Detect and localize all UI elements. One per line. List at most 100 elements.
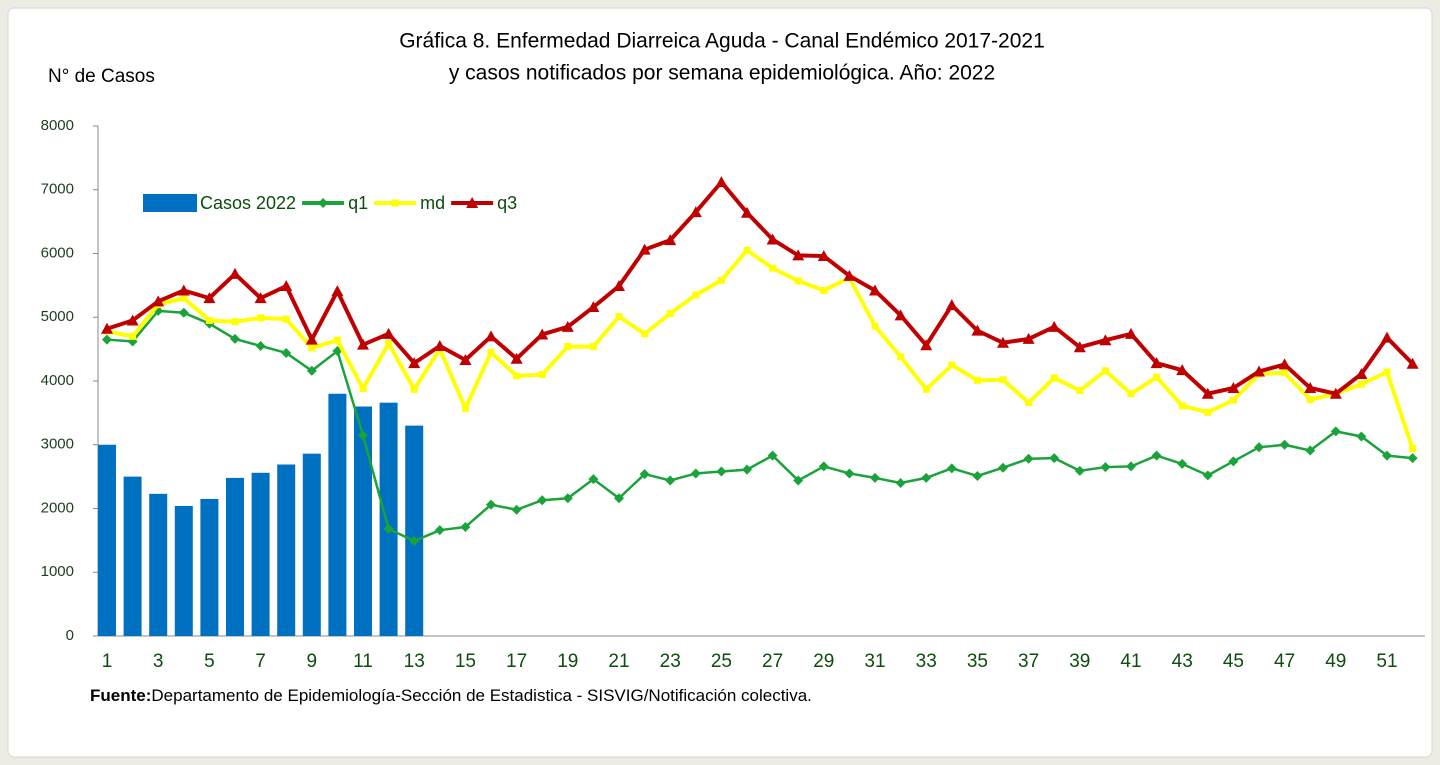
x-tick-label: 47	[1274, 651, 1295, 672]
marker	[229, 267, 241, 279]
marker	[792, 249, 805, 261]
marker	[385, 339, 393, 347]
x-tick-label: 35	[967, 651, 988, 672]
marker	[1073, 341, 1086, 353]
marker	[742, 464, 752, 475]
bar	[277, 464, 296, 636]
bar	[174, 505, 193, 636]
marker	[1022, 332, 1035, 344]
x-tick-label: 39	[1069, 651, 1090, 672]
y-tick-label: 0	[66, 627, 74, 644]
marker	[1025, 399, 1033, 407]
marker	[948, 361, 956, 369]
bar	[328, 393, 347, 636]
marker	[1177, 458, 1188, 469]
marker	[282, 315, 290, 323]
source-text: Departamento de Epidemiología-Sección de…	[151, 686, 812, 705]
marker	[920, 339, 933, 351]
marker	[1253, 365, 1265, 377]
marker	[231, 318, 239, 326]
marker	[1023, 453, 1034, 464]
bar	[405, 425, 424, 636]
marker	[997, 336, 1009, 348]
marker	[410, 385, 418, 393]
x-tick-label: 21	[608, 651, 629, 672]
x-tick-label: 7	[255, 651, 266, 672]
legend-label: md	[420, 193, 445, 213]
bar	[354, 406, 372, 636]
x-tick-label: 33	[916, 651, 937, 672]
marker	[564, 343, 572, 351]
marker	[692, 291, 700, 299]
marker	[1355, 367, 1368, 379]
marker	[459, 353, 472, 365]
y-tick-label: 4000	[41, 372, 74, 389]
x-tick-label: 49	[1325, 651, 1346, 672]
marker	[129, 332, 137, 340]
marker	[102, 334, 112, 345]
y-tick-label: 8000	[41, 117, 74, 134]
marker	[205, 316, 213, 324]
line	[106, 309, 1413, 543]
marker	[769, 264, 777, 272]
marker	[1409, 445, 1417, 453]
marker	[715, 176, 728, 188]
marker	[408, 357, 421, 369]
marker	[945, 299, 958, 311]
marker	[280, 280, 293, 292]
marker	[255, 340, 266, 351]
marker	[1076, 387, 1084, 395]
marker	[1150, 357, 1163, 369]
marker	[487, 348, 495, 356]
legend-label: q1	[348, 193, 368, 213]
marker	[820, 286, 828, 294]
marker	[1227, 382, 1240, 394]
marker	[1151, 450, 1162, 461]
marker	[1101, 367, 1109, 375]
line	[106, 247, 1415, 450]
marker	[897, 353, 905, 361]
x-tick-label: 13	[404, 651, 425, 672]
source-label: Fuente:	[90, 686, 151, 705]
marker	[1229, 396, 1237, 404]
marker	[383, 523, 394, 534]
x-tick-label: 15	[455, 651, 476, 672]
marker	[281, 347, 292, 358]
marker	[1202, 470, 1213, 481]
x-tick-label: 5	[204, 651, 215, 672]
marker	[1201, 387, 1214, 399]
marker	[666, 309, 674, 317]
marker	[766, 233, 779, 245]
marker	[922, 385, 930, 393]
marker	[589, 343, 597, 351]
marker	[1306, 395, 1314, 403]
marker	[562, 493, 573, 504]
marker	[1407, 453, 1418, 464]
legend-label: q3	[497, 193, 517, 213]
x-tick-label: 17	[506, 651, 527, 672]
x-tick-label: 25	[711, 651, 732, 672]
marker	[639, 469, 650, 480]
marker	[433, 339, 446, 351]
marker	[1100, 462, 1111, 473]
marker	[869, 284, 881, 296]
marker	[973, 376, 981, 384]
marker	[333, 336, 341, 344]
x-tick-label: 31	[864, 651, 885, 672]
marker	[178, 307, 189, 318]
marker	[1125, 327, 1137, 339]
marker	[818, 461, 829, 472]
marker	[561, 320, 574, 332]
marker	[638, 243, 651, 255]
marker	[613, 280, 625, 292]
marker	[741, 206, 753, 218]
marker	[434, 525, 445, 536]
marker	[486, 499, 496, 510]
marker	[1099, 334, 1112, 346]
marker	[614, 493, 624, 504]
marker	[536, 328, 549, 340]
marker	[358, 430, 368, 441]
legend-label: Casos 2022	[200, 193, 296, 213]
